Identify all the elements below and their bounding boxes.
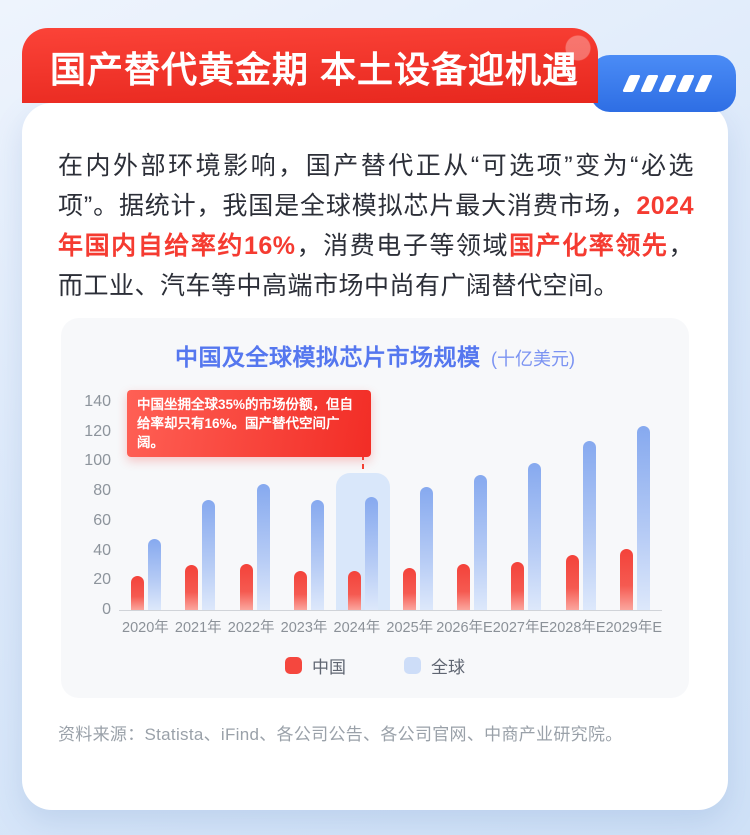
- content-card: 在内外部环境影响，国产替代正从“可选项”变为“必选项”。据统计，我国是全球模拟芯…: [22, 103, 728, 810]
- x-axis-label: 2026年E: [436, 620, 493, 636]
- bar-china: [239, 563, 253, 610]
- y-axis-tick: 40: [93, 541, 111, 559]
- intro-text-segment: ，消费电子等领域: [295, 232, 510, 260]
- bar-china: [402, 568, 416, 610]
- intro-emphasis-segment: 2024年国内自给率约16%: [58, 192, 694, 260]
- chart-title-unit: (十亿美元): [490, 349, 575, 369]
- x-axis-label: 2029年E: [605, 620, 662, 636]
- legend-item: 全球: [404, 653, 465, 678]
- bar-global: [148, 538, 162, 610]
- legend-swatch: [404, 657, 421, 674]
- slash-icon: [693, 75, 713, 92]
- source-note: 资料来源：Statista、iFind、各公司公告、各公司官网、中商产业研究院。: [58, 725, 623, 744]
- bar-global: [202, 500, 216, 610]
- bar-china: [511, 562, 525, 610]
- bar-china: [185, 565, 199, 610]
- bar-group: [173, 402, 227, 610]
- bar-global: [528, 462, 542, 610]
- x-axis-label: 2020年: [122, 620, 169, 636]
- chart-title: 中国及全球模拟芯片市场规模 (十亿美元): [61, 318, 689, 376]
- banner-tag: [590, 55, 736, 112]
- x-axis: 2020年 2021年 2022年 2023年 2024年 2025年 2026年E 2027…: [119, 616, 662, 637]
- x-axis-label: 2024年: [333, 620, 381, 636]
- bar-group: [282, 402, 336, 610]
- bar-global: [365, 497, 379, 610]
- x-axis-label: 2027年E: [492, 620, 550, 636]
- bar-group: [445, 402, 499, 610]
- slash-icon: [639, 75, 659, 92]
- chart-card: 中国及全球模拟芯片市场规模 (十亿美元) 0 20 40 60 80 100 120 140 …: [61, 318, 689, 698]
- slash-icon: [621, 75, 641, 92]
- slash-icon: [675, 75, 695, 92]
- x-axis-label: 2028年E: [549, 620, 606, 636]
- bar-china: [456, 563, 470, 610]
- bar-global: [419, 486, 433, 610]
- page-title: 国产替代黄金期 本土设备迎机遇: [50, 49, 580, 90]
- slashes-icon: [621, 75, 713, 92]
- intro-text-segment: ，而工业、汽车等中高端市场中尚有广阔替代空间。: [58, 232, 694, 300]
- y-axis-tick: 100: [84, 452, 111, 470]
- chart-legend: 中国 全球: [61, 653, 689, 678]
- y-axis-tick: 120: [84, 422, 111, 440]
- bar-china: [565, 555, 579, 610]
- intro-emphasis-segment: 国产化率领先: [509, 232, 669, 260]
- x-axis-label: 2021年: [174, 620, 222, 636]
- bar-global: [636, 425, 650, 610]
- bar-group: [390, 402, 444, 610]
- y-axis-tick: 80: [93, 482, 111, 500]
- chart-title-text: 中国及全球模拟芯片市场规模: [175, 344, 481, 370]
- y-axis-tick: 140: [84, 393, 111, 410]
- bar-china: [619, 549, 633, 610]
- y-axis: 0 20 40 60 80 100 120 140: [61, 393, 119, 618]
- highlight-box: [336, 473, 391, 610]
- bar-chart: 0 20 40 60 80 100 120 140: [61, 393, 689, 618]
- bar-china: [131, 575, 145, 610]
- bar-group: [336, 402, 390, 610]
- y-axis-tick: 60: [93, 511, 111, 529]
- bar-group: [119, 402, 173, 610]
- legend-label: 全球: [431, 658, 465, 677]
- bar-group: [553, 402, 607, 610]
- bar-global: [256, 483, 270, 610]
- chart-annotation: 中国坐拥全球35%的市场份额，但自给率却只有16%。国产替代空间广阔。: [127, 390, 371, 457]
- x-axis-label: 2025年: [386, 620, 434, 636]
- bar-global: [473, 474, 487, 610]
- intro-text-segment: 在内外部环境影响，国产替代正从“可选项”变为“必选项”。据统计，我国是全球模拟芯…: [58, 152, 694, 220]
- bar-group: [608, 402, 662, 610]
- intro-paragraph: 在内外部环境影响，国产替代正从“可选项”变为“必选项”。据统计，我国是全球模拟芯…: [58, 146, 694, 306]
- plot-area: [119, 402, 662, 611]
- title-banner: 国产替代黄金期 本土设备迎机遇: [22, 28, 598, 103]
- bar-china: [348, 571, 362, 610]
- x-axis-label: 2022年: [227, 620, 275, 636]
- bar-group: [499, 402, 553, 610]
- bar-china: [294, 571, 308, 610]
- legend-item: 中国: [285, 653, 346, 678]
- slash-icon: [657, 75, 677, 92]
- legend-label: 中国: [312, 658, 346, 677]
- y-axis-tick: 20: [93, 571, 111, 589]
- x-axis-label: 2023年: [280, 620, 328, 636]
- bar-group: [228, 402, 282, 610]
- bar-global: [311, 500, 325, 610]
- bar-global: [582, 440, 596, 610]
- legend-swatch: [285, 657, 302, 674]
- y-axis-tick: 0: [102, 601, 111, 618]
